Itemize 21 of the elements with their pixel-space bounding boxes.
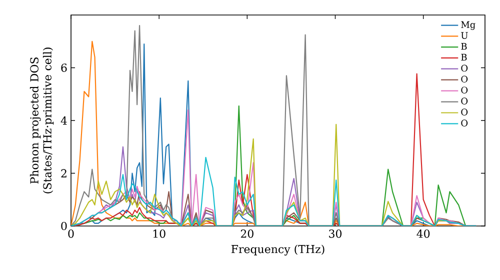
x-tick-label: 40: [416, 230, 430, 238]
legend-label: B: [461, 54, 467, 60]
legend-label: B: [461, 43, 467, 50]
x-tick-label: 10: [153, 230, 166, 238]
legend-label: O: [461, 86, 468, 94]
y-tick-label: 4: [60, 116, 67, 125]
legend-label: O: [461, 76, 468, 83]
legend-label: O: [461, 120, 468, 126]
x-axis-title: Frequency (THz): [231, 244, 324, 256]
y-axis-title: Phonon projected DOS (States/THz·primitive cell): [30, 48, 54, 194]
legend-label: O: [461, 98, 468, 104]
legend-label: O: [461, 64, 468, 72]
legend-label: U: [461, 32, 468, 39]
x-tick-label: 20: [240, 230, 254, 238]
x-tick-label: 30: [329, 230, 342, 238]
y-tick-label: 6: [61, 64, 67, 72]
y-tick-label: 0: [61, 222, 67, 230]
x-tick-label: 0: [68, 230, 74, 238]
legend-label: O: [461, 108, 468, 116]
y-tick-label: 2: [61, 169, 66, 178]
legend-label: Mg: [461, 21, 476, 30]
